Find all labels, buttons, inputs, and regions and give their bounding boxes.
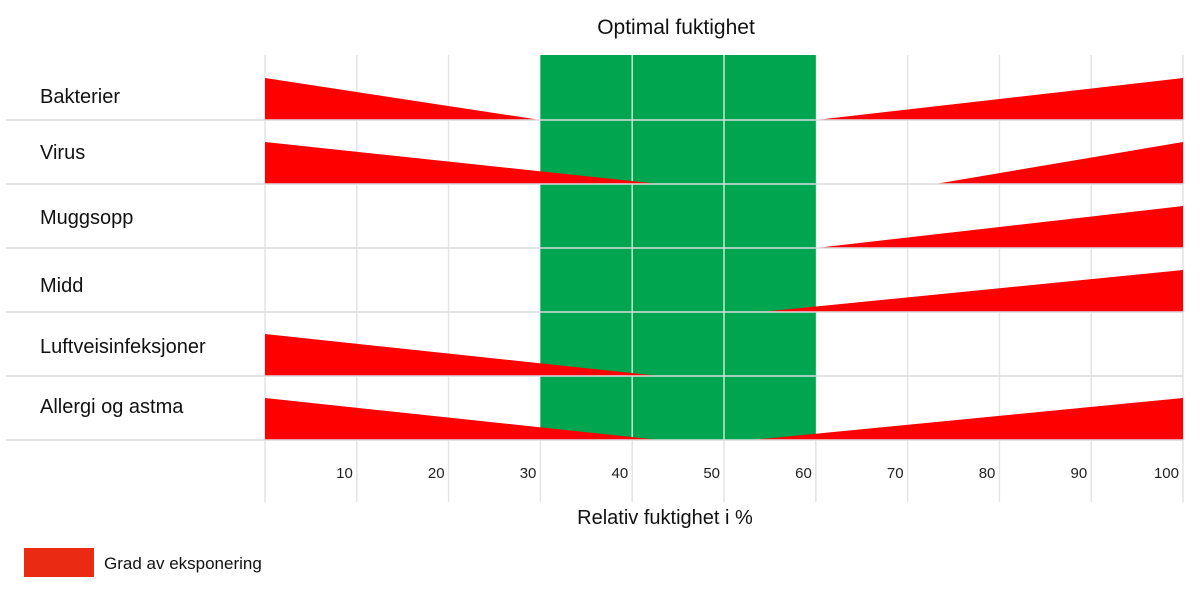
- x-tick-label: 70: [887, 465, 904, 482]
- exposure-low-bakterier: [265, 78, 541, 120]
- chart-title: Optimal fuktighet: [597, 16, 755, 39]
- x-tick-label: 20: [428, 465, 445, 482]
- x-tick-label: 30: [520, 465, 537, 482]
- row-label: Bakterier: [40, 86, 120, 108]
- exposure-high-midd: [760, 270, 1183, 312]
- x-tick-labels: 10 20 30 40 50 60 70 80 90 100: [336, 465, 1179, 482]
- row-label: Allergi og astma: [40, 396, 184, 418]
- x-tick-label: 80: [979, 465, 996, 482]
- exposure-high-muggsopp: [815, 206, 1183, 248]
- exposure-low-luftveisinfeksjoner: [265, 334, 660, 376]
- x-tick-label: 100: [1154, 465, 1179, 482]
- x-tick-label: 40: [612, 465, 629, 482]
- exposure-low-allergi-og-astma: [265, 398, 660, 440]
- x-tick-label: 50: [703, 465, 720, 482]
- row-labels: Bakterier Virus Muggsopp Midd Luftveisinfeks…: [40, 86, 206, 418]
- x-tick-label: 10: [336, 465, 353, 482]
- x-tick-label: 60: [795, 465, 812, 482]
- legend-label: Grad av eksponering: [104, 554, 262, 573]
- row-separators: [6, 119, 1183, 441]
- row-label: Midd: [40, 275, 83, 297]
- row-label: Virus: [40, 142, 85, 164]
- exposure-wedges: [265, 78, 1183, 440]
- row-label: Luftveisinfeksjoner: [40, 336, 206, 358]
- x-tick-label: 90: [1071, 465, 1088, 482]
- legend-swatch: [24, 548, 94, 577]
- exposure-high-virus: [935, 142, 1183, 184]
- exposure-high-allergi-og-astma: [751, 398, 1183, 440]
- x-axis-label: Relativ fuktighet i %: [577, 507, 753, 529]
- row-label: Muggsopp: [40, 207, 133, 229]
- exposure-low-virus: [265, 142, 660, 184]
- exposure-high-bakterier: [815, 78, 1183, 120]
